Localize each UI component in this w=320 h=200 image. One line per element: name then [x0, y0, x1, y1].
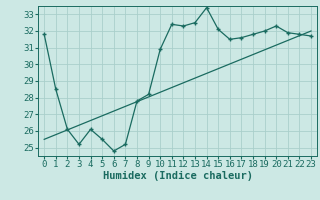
X-axis label: Humidex (Indice chaleur): Humidex (Indice chaleur) — [103, 171, 252, 181]
